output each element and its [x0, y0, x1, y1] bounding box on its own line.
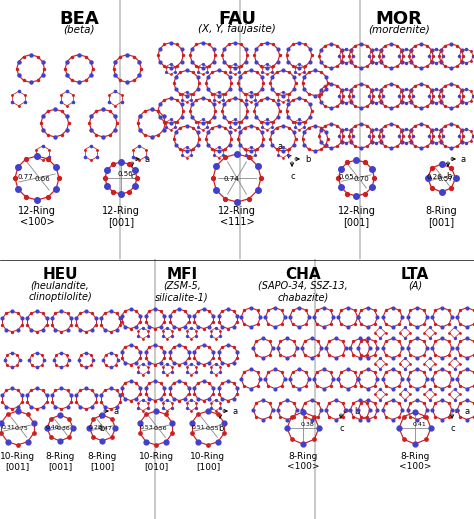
Text: <100>: <100>	[399, 462, 431, 471]
Text: c: c	[291, 172, 295, 181]
Text: 8-Ring: 8-Ring	[288, 452, 318, 461]
Text: MOR: MOR	[375, 10, 422, 28]
Text: 0.46: 0.46	[46, 425, 60, 430]
Text: <100>: <100>	[20, 217, 55, 227]
Text: 10-Ring: 10-Ring	[0, 452, 35, 461]
Text: <100>: <100>	[287, 462, 319, 471]
Text: 0.47: 0.47	[99, 426, 113, 431]
Text: 12-Ring: 12-Ring	[218, 206, 256, 216]
Text: 8-Ring: 8-Ring	[426, 206, 457, 216]
Text: b: b	[354, 406, 359, 416]
Text: [100]: [100]	[91, 462, 115, 471]
Text: c: c	[451, 424, 456, 433]
Text: b: b	[100, 424, 105, 433]
Text: 0.75: 0.75	[15, 426, 28, 431]
Text: BEA: BEA	[59, 10, 99, 28]
Text: c: c	[131, 172, 135, 181]
Text: a: a	[145, 155, 150, 163]
Text: (X, Y, faujasite): (X, Y, faujasite)	[198, 24, 276, 34]
Text: 0.66: 0.66	[35, 176, 50, 182]
Text: LTA: LTA	[401, 267, 429, 282]
Text: (heulandite,
clinoptilolite): (heulandite, clinoptilolite)	[28, 280, 92, 303]
Text: c: c	[340, 424, 344, 433]
Text: 8-Ring: 8-Ring	[88, 452, 117, 461]
Text: HEU: HEU	[42, 267, 78, 282]
Text: [001]: [001]	[428, 217, 455, 227]
Text: [001]: [001]	[343, 217, 370, 227]
Text: 0.31: 0.31	[1, 425, 15, 430]
Text: [001]: [001]	[48, 462, 72, 471]
Text: 0.74: 0.74	[223, 176, 239, 182]
Text: 0.56: 0.56	[118, 171, 133, 177]
Text: [100]: [100]	[196, 462, 220, 471]
Text: 10-Ring: 10-Ring	[191, 452, 226, 461]
Text: 8-Ring: 8-Ring	[46, 452, 75, 461]
Text: b: b	[447, 172, 452, 181]
Text: 0.55: 0.55	[205, 426, 219, 431]
Text: (beta): (beta)	[63, 24, 95, 34]
Text: 0.77: 0.77	[17, 174, 33, 180]
Text: 12-Ring: 12-Ring	[18, 206, 56, 216]
Text: (A): (A)	[408, 280, 422, 290]
Text: (SAPO-34, SSZ-13,
chabazite): (SAPO-34, SSZ-13, chabazite)	[258, 280, 348, 303]
Text: a: a	[114, 406, 119, 416]
Text: b: b	[219, 424, 224, 433]
Text: a: a	[461, 155, 466, 163]
Text: FAU: FAU	[218, 10, 256, 28]
Text: 12-Ring: 12-Ring	[102, 206, 140, 216]
Text: 8-Ring: 8-Ring	[401, 452, 430, 461]
Text: (mordenite): (mordenite)	[368, 24, 430, 34]
Text: MFI: MFI	[166, 267, 198, 282]
Text: CHA: CHA	[285, 267, 321, 282]
Text: 12-Ring: 12-Ring	[337, 206, 375, 216]
Text: b: b	[305, 155, 310, 163]
Text: 0.51: 0.51	[192, 425, 205, 430]
Text: 10-Ring: 10-Ring	[138, 452, 173, 461]
Text: 0.70: 0.70	[353, 176, 369, 182]
Text: a: a	[278, 142, 283, 151]
Text: 0.41: 0.41	[412, 422, 426, 427]
Text: 0.36: 0.36	[56, 426, 70, 431]
Text: a: a	[465, 406, 470, 416]
Text: (ZSM-5,
silicalite-1): (ZSM-5, silicalite-1)	[155, 280, 209, 303]
Text: <111>: <111>	[219, 217, 255, 227]
Text: a: a	[233, 406, 238, 416]
Text: [010]: [010]	[144, 462, 168, 471]
Text: 0.26: 0.26	[426, 174, 442, 180]
Text: [001]: [001]	[108, 217, 134, 227]
Text: [001]: [001]	[5, 462, 30, 471]
Text: 0.53: 0.53	[140, 425, 154, 430]
Text: 0.65: 0.65	[339, 174, 355, 180]
Text: 0.57: 0.57	[437, 176, 453, 182]
Text: 0.28: 0.28	[89, 425, 102, 430]
Text: 0.38: 0.38	[301, 422, 314, 427]
Text: 0.56: 0.56	[154, 426, 167, 431]
